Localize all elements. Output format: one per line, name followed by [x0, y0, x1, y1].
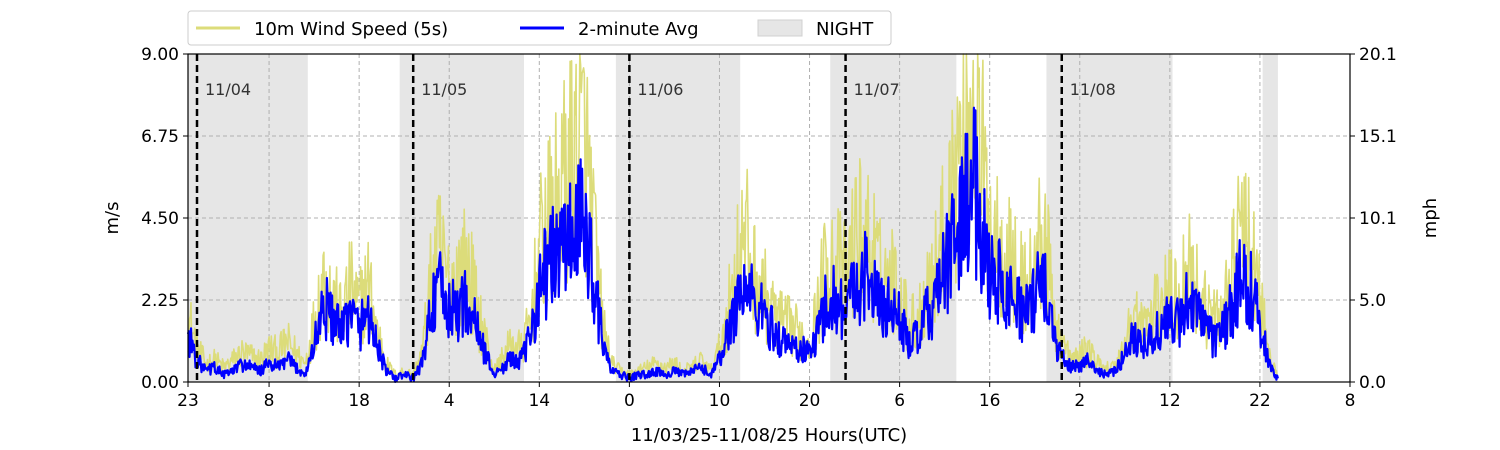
x-tick-label: 16 [979, 391, 1001, 411]
y-axis-label-right: mph [1420, 198, 1441, 238]
x-tick-label: 0 [624, 391, 635, 411]
y-tick-label-right: 20.1 [1359, 45, 1397, 65]
day-marker-label: 11/08 [1070, 80, 1116, 99]
legend-label: 10m Wind Speed (5s) [254, 19, 448, 40]
y-tick-label-left: 9.00 [141, 45, 179, 65]
x-tick-label: 23 [177, 391, 199, 411]
y-tick-label-right: 10.1 [1359, 209, 1397, 229]
y-tick-label-right: 5.0 [1359, 291, 1386, 311]
y-tick-label-right: 0.0 [1359, 373, 1386, 393]
y-axis-label-left: m/s [102, 202, 123, 235]
x-tick-label: 8 [264, 391, 275, 411]
series-layer [186, 53, 1279, 383]
day-marker-label: 11/04 [205, 80, 251, 99]
y-tick-label-left: 2.25 [141, 291, 179, 311]
legend-swatch-night [757, 19, 803, 37]
series-line-wind-speed-5s [187, 53, 1279, 380]
day-marker-label: 11/05 [421, 80, 467, 99]
y-tick-label-left: 4.50 [141, 209, 179, 229]
x-tick-label: 2 [1074, 391, 1085, 411]
y-tick-label-left: 6.75 [141, 127, 179, 147]
legend-label: 2-minute Avg [578, 19, 699, 40]
axis-layer: 23 8 18 4 14 0 10 20 6 16 2 12 22 8 0.00 0.0 2.25 5.0 4.50… [141, 45, 1397, 411]
x-tick-label: 8 [1345, 391, 1356, 411]
series-line-two-minute-avg [186, 106, 1279, 383]
x-axis-label: 11/03/25-11/08/25 Hours(UTC) [631, 425, 907, 446]
day-marker-label: 11/07 [854, 80, 900, 99]
x-tick-label: 12 [1159, 391, 1181, 411]
x-tick-label: 6 [894, 391, 905, 411]
y-tick-label-right: 15.1 [1359, 127, 1397, 147]
x-tick-label: 20 [799, 391, 821, 411]
x-tick-label: 14 [528, 391, 550, 411]
x-tick-label: 18 [348, 391, 370, 411]
y-tick-label-left: 0.00 [141, 373, 179, 393]
day-marker-label: 11/06 [637, 80, 683, 99]
legend: 10m Wind Speed (5s) 2-minute Avg NIGHT [187, 10, 892, 46]
x-tick-label: 4 [444, 391, 455, 411]
day-marker-layer: 11/04 11/05 11/06 11/07 11/08 [195, 54, 1116, 382]
x-tick-label: 22 [1249, 391, 1271, 411]
x-tick-label: 10 [709, 391, 731, 411]
legend-label: NIGHT [816, 19, 874, 40]
